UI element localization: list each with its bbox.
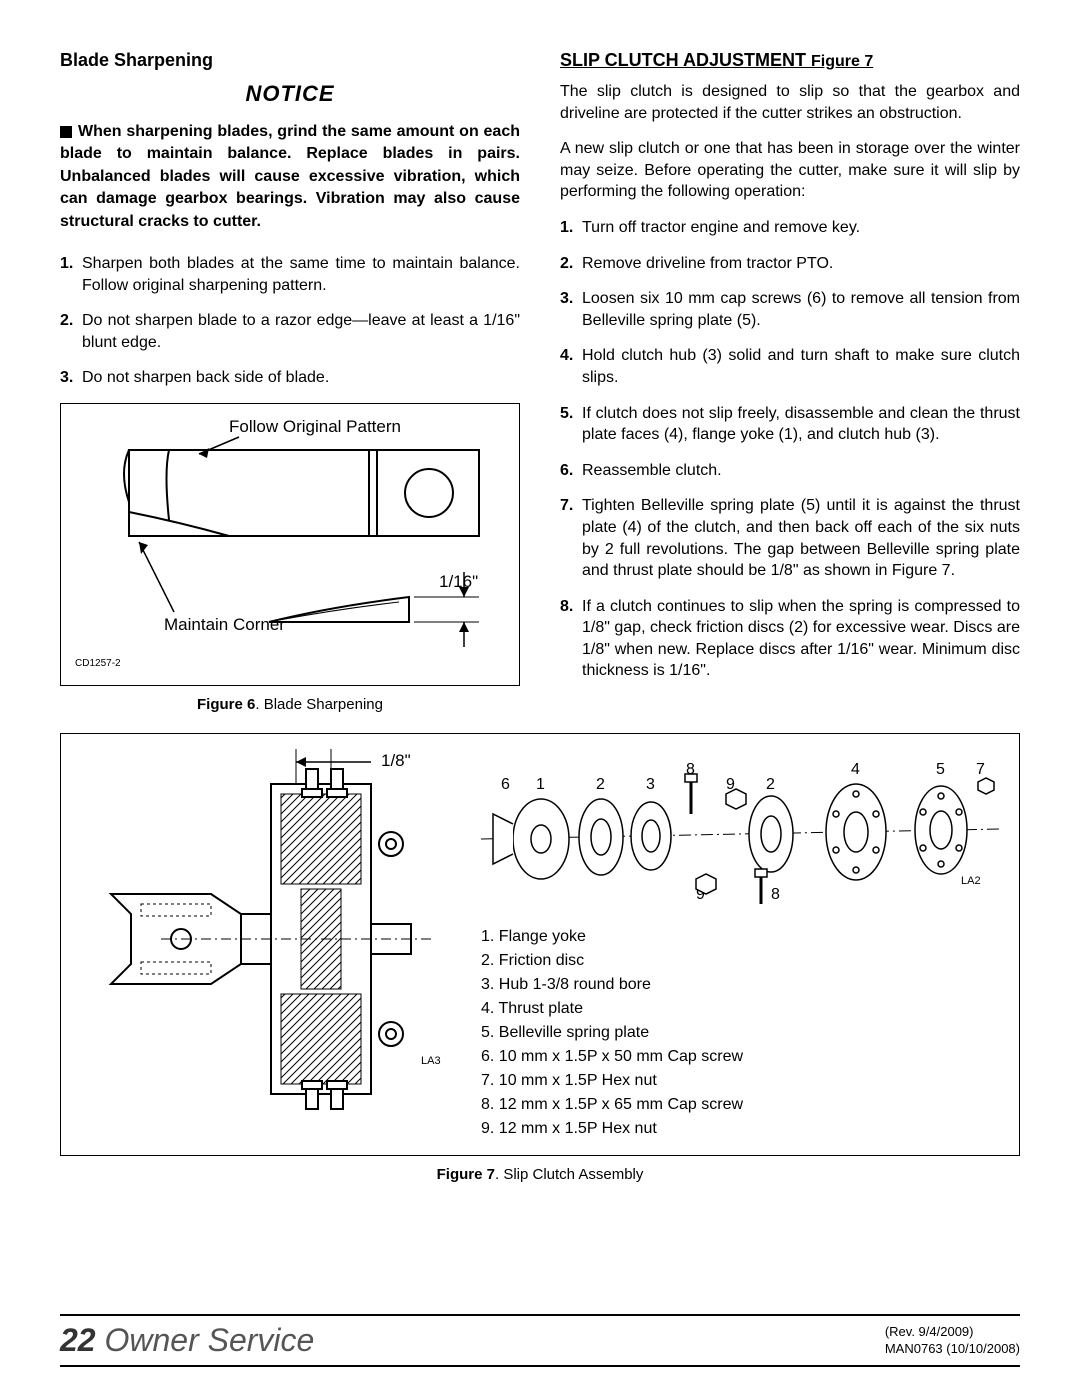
square-bullet-icon: [60, 126, 72, 138]
list-item: 2.Remove driveline from tractor PTO.: [582, 253, 1020, 275]
list-item: 3.Do not sharpen back side of blade.: [82, 367, 520, 389]
svg-text:LA3: LA3: [421, 1055, 441, 1067]
svg-text:4: 4: [851, 761, 860, 778]
svg-text:2: 2: [766, 776, 775, 793]
blade-steps: 1.Sharpen both blades at the same time t…: [60, 253, 520, 389]
svg-text:1/16": 1/16": [439, 572, 478, 591]
blade-heading: Blade Sharpening: [60, 50, 520, 71]
list-item: 9. 12 mm x 1.5P Hex nut: [481, 1117, 1001, 1141]
figure-7-exploded-svg: 6 1 2 3 8 9 2 8 4 5 7 9: [481, 744, 1001, 914]
list-item: 7. 10 mm x 1.5P Hex nut: [481, 1069, 1001, 1093]
list-item: 5. Belleville spring plate: [481, 1021, 1001, 1045]
list-item: 2. Friction disc: [481, 949, 1001, 973]
svg-text:CD1257-2: CD1257-2: [75, 658, 121, 669]
footer-right: (Rev. 9/4/2009) MAN0763 (10/10/2008): [885, 1324, 1020, 1358]
svg-text:Follow Original Pattern: Follow Original Pattern: [229, 417, 401, 436]
list-item: 6. 10 mm x 1.5P x 50 mm Cap screw: [481, 1045, 1001, 1069]
slip-steps: 1.Turn off tractor engine and remove key…: [560, 217, 1020, 682]
figure-6-svg: Follow Original Pattern Maintain Corner: [69, 412, 509, 672]
figure-7-left-drawing: 1/8": [71, 744, 461, 1141]
list-item: 2.Do not sharpen blade to a razor edge—l…: [82, 310, 520, 353]
left-column: Blade Sharpening NOTICE When sharpening …: [60, 50, 520, 713]
svg-text:3: 3: [646, 776, 655, 793]
svg-text:LA2: LA2: [961, 875, 981, 887]
list-item: 4. Thrust plate: [481, 997, 1001, 1021]
notice-heading: NOTICE: [60, 81, 520, 107]
svg-text:2: 2: [596, 776, 605, 793]
footer-bar: 22 Owner Service (Rev. 9/4/2009) MAN0763…: [60, 1314, 1020, 1367]
notice-body: When sharpening blades, grind the same a…: [60, 121, 520, 233]
list-item: 1. Flange yoke: [481, 925, 1001, 949]
list-item: 3.Loosen six 10 mm cap screws (6) to rem…: [582, 288, 1020, 331]
parts-list: 1. Flange yoke 2. Friction disc 3. Hub 1…: [481, 925, 1001, 1141]
list-item: 6.Reassemble clutch.: [582, 460, 1020, 482]
figure-7-box: 1/8": [60, 733, 1020, 1156]
slip-heading: SLIP CLUTCH ADJUSTMENT Figure 7: [560, 50, 1020, 71]
svg-text:Maintain Corner: Maintain Corner: [164, 615, 285, 634]
figure-6-box: Follow Original Pattern Maintain Corner: [60, 403, 520, 686]
list-item: 3. Hub 1-3/8 round bore: [481, 973, 1001, 997]
svg-text:7: 7: [976, 761, 985, 778]
list-item: 1.Turn off tractor engine and remove key…: [582, 217, 1020, 239]
svg-text:5: 5: [936, 761, 945, 778]
figure-6-caption: Figure 6. Blade Sharpening: [60, 696, 520, 713]
slip-p1: The slip clutch is designed to slip so t…: [560, 81, 1020, 124]
footer-left: 22 Owner Service: [60, 1322, 314, 1359]
list-item: 4.Hold clutch hub (3) solid and turn sha…: [582, 345, 1020, 388]
list-item: 5.If clutch does not slip freely, disass…: [582, 403, 1020, 446]
list-item: 8.If a clutch continues to slip when the…: [582, 596, 1020, 682]
list-item: 7.Tighten Belleville spring plate (5) un…: [582, 495, 1020, 581]
right-column: SLIP CLUTCH ADJUSTMENT Figure 7 The slip…: [560, 50, 1020, 713]
svg-text:1/8": 1/8": [381, 751, 411, 770]
list-item: 8. 12 mm x 1.5P x 65 mm Cap screw: [481, 1093, 1001, 1117]
list-item: 1.Sharpen both blades at the same time t…: [82, 253, 520, 296]
svg-text:1: 1: [536, 776, 545, 793]
svg-text:8: 8: [771, 886, 780, 903]
figure-7-right: 6 1 2 3 8 9 2 8 4 5 7 9: [481, 744, 1001, 1141]
slip-p2: A new slip clutch or one that has been i…: [560, 138, 1020, 203]
figure-7-caption: Figure 7. Slip Clutch Assembly: [60, 1166, 1020, 1183]
svg-text:6: 6: [501, 776, 510, 793]
